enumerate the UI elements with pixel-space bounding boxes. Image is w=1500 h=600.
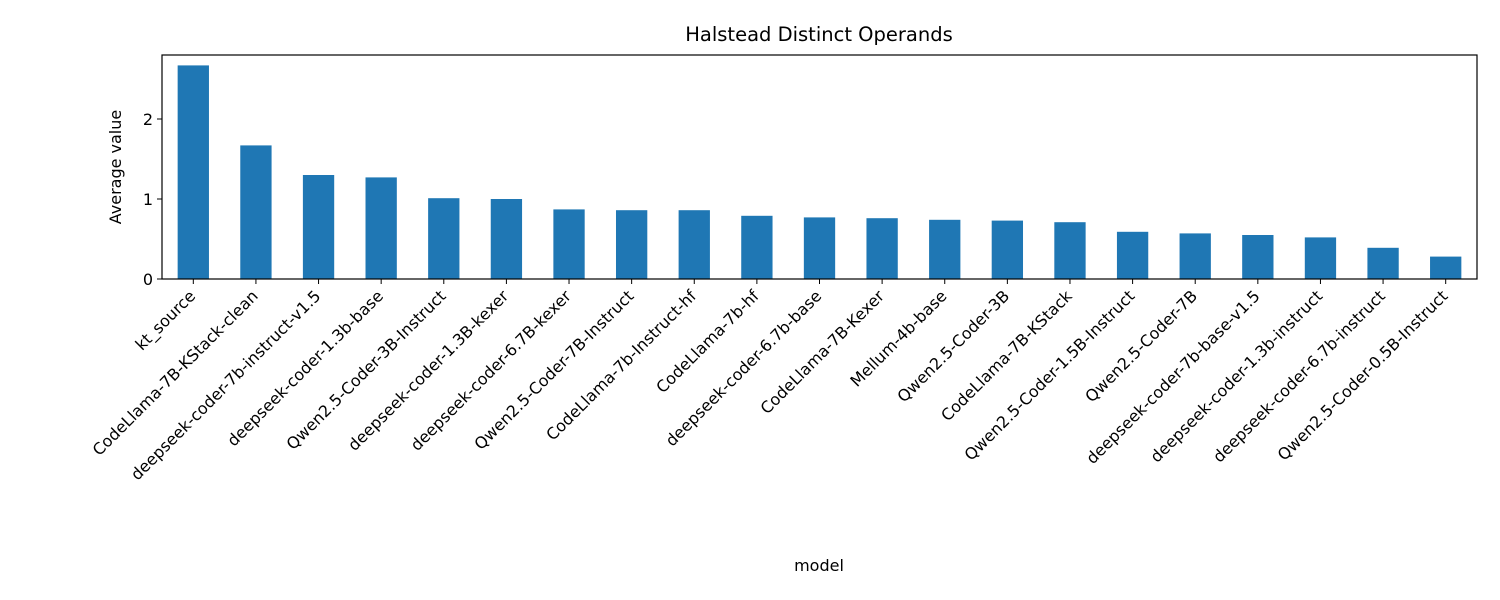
- bar: [929, 219, 961, 279]
- bar: [428, 198, 460, 279]
- y-tick-label: 1: [143, 190, 153, 209]
- bar: [1430, 256, 1462, 279]
- bar: [177, 65, 209, 280]
- bar: [741, 215, 773, 279]
- bars-group: [177, 65, 1462, 280]
- bar: [1242, 235, 1274, 279]
- bar: [302, 175, 335, 279]
- bar: [678, 210, 710, 279]
- bar: [553, 209, 585, 279]
- bar: [1116, 231, 1149, 279]
- bar: [1304, 237, 1337, 279]
- y-axis: 0 1 2: [143, 110, 162, 289]
- plot-frame: [161, 54, 1478, 280]
- bar: [1054, 222, 1086, 279]
- x-axis-label: model: [794, 556, 844, 575]
- bar: [991, 220, 1024, 279]
- bar: [615, 210, 648, 279]
- bar: [803, 217, 836, 279]
- bar: [240, 145, 272, 279]
- y-tick-label: 0: [143, 270, 153, 289]
- y-tick-label: 2: [143, 110, 153, 129]
- bar: [1179, 233, 1211, 279]
- bar: [1367, 247, 1399, 279]
- bar: [365, 177, 397, 279]
- y-axis-label: Average value: [106, 110, 125, 225]
- chart-title: Halstead Distinct Operands: [685, 23, 953, 46]
- bar: [490, 199, 523, 279]
- bar: [866, 218, 898, 279]
